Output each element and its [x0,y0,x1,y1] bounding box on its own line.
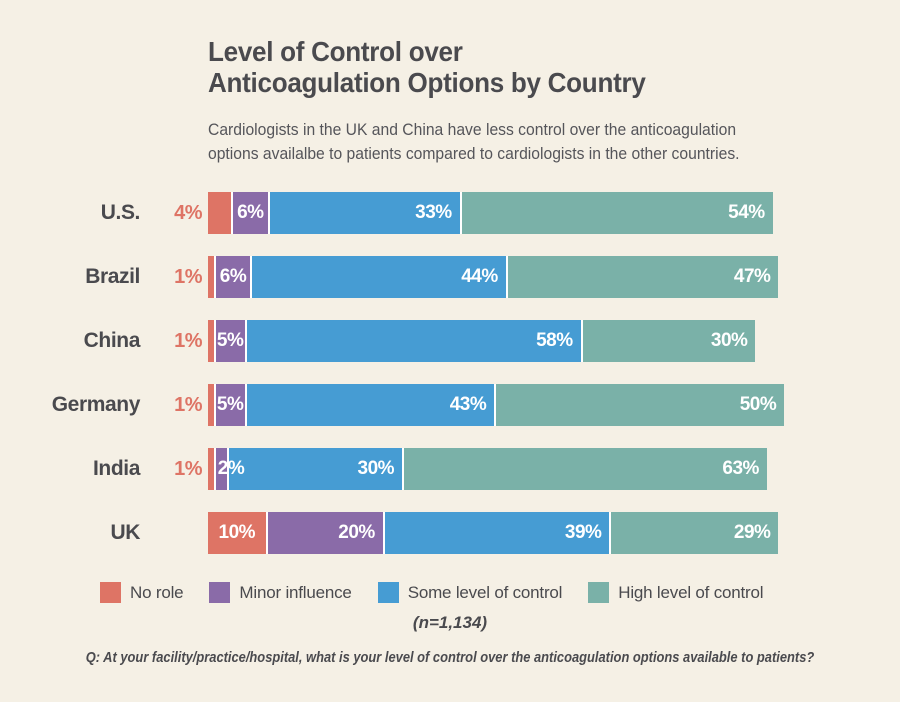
stacked-bar: 10% 20% 39% 29% [208,512,779,554]
segment-value-label: 6% [219,266,247,287]
legend-item-no-role: No role [100,582,184,603]
bar-segment-minor-influence: 20% [267,512,383,554]
outside-value-label: 1% [174,329,202,352]
bar-segment-minor-influence: 6% [233,192,268,234]
bar-segment-some-level-of-control: 44% [252,256,506,298]
segment-value-label: 39% [564,522,602,543]
legend-item-minor-influence: Minor influence [209,582,352,603]
stacked-bar: 5% 58% 30% [208,320,756,362]
legend-swatch-minor-influence [209,582,231,603]
legend-swatch-high-level-of-control [588,582,610,603]
bar-segment-some-level-of-control: 58% [246,320,581,362]
survey-question: Q: At your facility/practice/hospital, w… [85,649,815,666]
bar-segment-some-level-of-control: 30% [229,448,403,490]
bar-segment-some-level-of-control: 43% [246,384,495,426]
stacked-bar: 5% 43% 50% [208,384,785,426]
segment-value-label: 2% [217,458,245,479]
legend-swatch-no-role [100,582,121,603]
chart-subtitle-line1: Cardiologists in the UK and China have l… [208,121,737,139]
bar-segment-high-level-of-control: 63% [404,448,767,490]
segment-value-label: 20% [338,522,375,543]
segment-value-label: 54% [728,202,765,223]
bar-segment-minor-influence: 5% [215,320,245,362]
country-label: India [92,457,140,480]
bar-segment-no-role [208,320,214,362]
bar-segment-minor-influence: 2% [215,448,245,490]
legend-label: Minor influence [239,582,352,602]
chart-row: Germany 1% 5% 43% 50% [0,384,900,426]
outside-value-label: 1% [174,457,202,480]
chart-row: Brazil 1% 6% 44% 47% [0,256,900,298]
stacked-bar-chart: U.S. 4% 6% 33% 54% Brazil 1% 6% 44% 47% China 1% 5% 5… [0,192,900,554]
chart-title: Level of Control over Anticoagulation Op… [208,36,852,98]
segment-value-label: 47% [733,266,771,287]
bar-segment-some-level-of-control: 33% [269,192,460,234]
bar-segment-some-level-of-control: 39% [384,512,610,554]
segment-value-label: 10% [218,522,256,543]
bar-segment-minor-influence: 6% [215,256,251,298]
bar-segment-no-role [208,256,214,298]
country-label: UK [110,521,140,544]
bar-segment-no-role [208,384,214,426]
chart-title-line2: Anticoagulation Options by Country [208,67,646,98]
legend-label: Some level of control [407,582,563,602]
country-label: China [83,329,141,352]
bar-segment-no-role: 10% [208,512,266,554]
outside-value-label: 1% [174,265,202,288]
outside-value-label: 4% [174,201,202,224]
segment-value-label: 63% [722,458,759,479]
bar-segment-high-level-of-control: 50% [496,384,785,426]
chart-row: India 1% 2% 30% 63% [0,448,900,490]
segment-value-label: 33% [415,202,452,223]
stacked-bar: 6% 33% 54% [208,192,773,234]
stacked-bar: 2% 30% 63% [208,448,767,490]
chart-row: UK 10% 20% 39% 29% [0,512,900,554]
legend-item-some-level-of-control: Some level of control [377,582,563,603]
outside-value-label: 1% [174,393,202,416]
bar-segment-high-level-of-control: 54% [461,192,773,234]
bar-segment-high-level-of-control: 47% [507,256,779,298]
sample-size-note: (n=1,134) [412,613,488,632]
chart-row: U.S. 4% 6% 33% 54% [0,192,900,234]
segment-value-label: 29% [733,522,771,543]
segment-value-label: 6% [237,202,264,223]
legend-swatch-some-level-of-control [377,582,399,603]
chart-title-line1: Level of Control over [208,36,463,67]
chart-row: China 1% 5% 58% 30% [0,320,900,362]
stacked-bar: 6% 44% 47% [208,256,779,298]
chart-subtitle-line2: options availalbe to patients compared t… [208,145,740,163]
segment-value-label: 5% [216,394,244,415]
bar-segment-no-role [208,448,214,490]
bar-segment-high-level-of-control: 29% [611,512,779,554]
segment-value-label: 50% [739,394,777,415]
legend-label: No role [130,582,184,602]
legend-label: High level of control [618,582,764,602]
bar-segment-minor-influence: 5% [215,384,245,426]
bar-segment-no-role [208,192,232,234]
segment-value-label: 5% [216,330,244,351]
segment-value-label: 44% [461,266,498,287]
country-label: Germany [51,393,141,416]
legend: No role Minor influence Some level of cont… [100,582,900,603]
chart-subtitle: Cardiologists in the UK and China have l… [208,118,865,166]
country-label: Brazil [85,265,140,288]
segment-value-label: 30% [357,458,395,479]
segment-value-label: 30% [710,330,748,351]
country-label: U.S. [100,201,141,224]
segment-value-label: 43% [449,394,487,415]
header: Level of Control over Anticoagulation Op… [208,36,900,166]
segment-value-label: 58% [536,330,573,351]
bar-segment-high-level-of-control: 30% [582,320,756,362]
legend-item-high-level-of-control: High level of control [588,582,764,603]
